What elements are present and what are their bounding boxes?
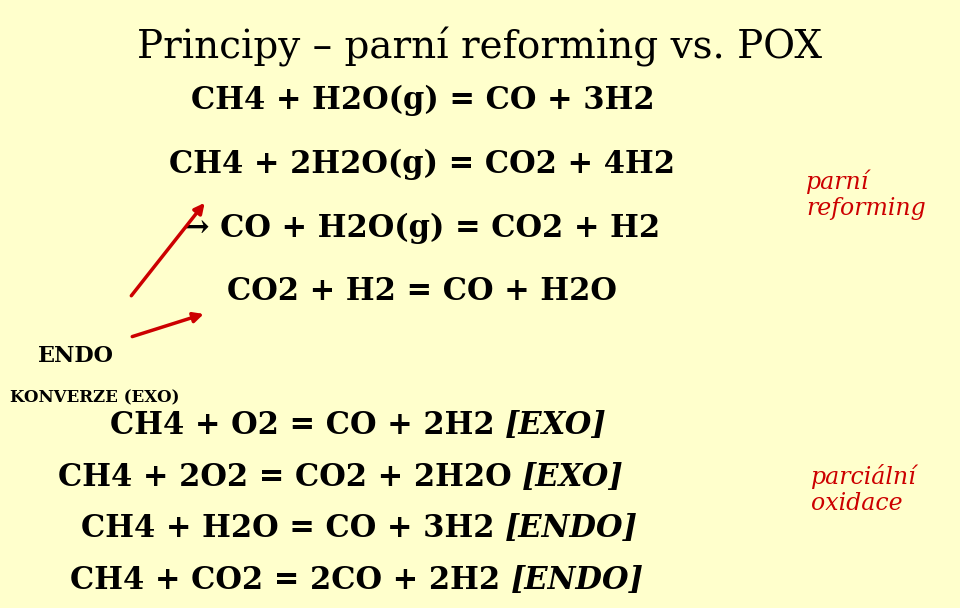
Text: ENDO: ENDO: [38, 345, 114, 367]
Text: CH4 + CO2 = 2CO + 2H2: CH4 + CO2 = 2CO + 2H2: [70, 565, 511, 596]
Text: → CO + H2O(g) = CO2 + H2: → CO + H2O(g) = CO2 + H2: [184, 212, 660, 244]
Text: [ENDO]: [ENDO]: [511, 565, 644, 596]
Text: CH4 + O2 = CO + 2H2: CH4 + O2 = CO + 2H2: [110, 410, 505, 441]
Text: CO2 + H2 = CO + H2O: CO2 + H2 = CO + H2O: [228, 277, 617, 307]
Text: [ENDO]: [ENDO]: [505, 514, 638, 544]
Text: parní
reforming: parní reforming: [806, 169, 926, 220]
Text: KONVERZE (EXO): KONVERZE (EXO): [10, 390, 180, 407]
Text: [EXO]: [EXO]: [505, 410, 607, 441]
Text: CH4 + H2O = CO + 3H2: CH4 + H2O = CO + 3H2: [81, 514, 505, 544]
Text: CH4 + 2H2O(g) = CO2 + 4H2: CH4 + 2H2O(g) = CO2 + 4H2: [169, 148, 676, 180]
Text: [EXO]: [EXO]: [522, 462, 623, 492]
Text: CH4 + 2O2 = CO2 + 2H2O: CH4 + 2O2 = CO2 + 2H2O: [58, 462, 522, 492]
Text: CH4 + H2O(g) = CO + 3H2: CH4 + H2O(g) = CO + 3H2: [191, 85, 654, 116]
Text: parciální
oxidace: parciální oxidace: [811, 464, 917, 515]
Text: Principy – parní reforming vs. POX: Principy – parní reforming vs. POX: [137, 27, 823, 67]
